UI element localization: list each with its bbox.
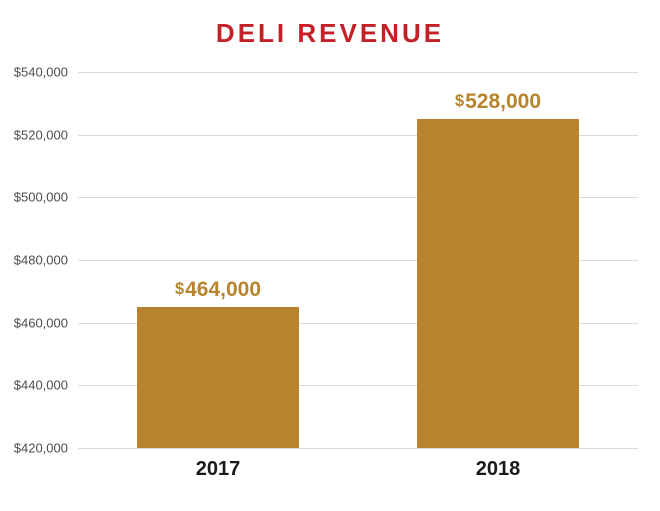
x-axis-label: 2018 [476,458,521,481]
bar [137,307,299,448]
y-axis-label: $520,000 [0,127,68,142]
grid-line [78,448,638,449]
x-axis-label: 2017 [196,458,241,481]
y-axis-label: $440,000 [0,378,68,393]
y-axis-label: $540,000 [0,65,68,80]
grid-line [78,72,638,73]
y-axis-label: $460,000 [0,315,68,330]
bar-value-label: $528,000 [455,90,541,114]
bar-value-text: 464,000 [185,278,261,301]
dollar-sign: $ [175,280,184,298]
chart-area: $420,000 $440,000 $460,000 $480,000 $500,000… [0,0,660,511]
y-axis-label: $420,000 [0,441,68,456]
bar-value-text: 528,000 [465,90,541,113]
dollar-sign: $ [455,92,464,110]
y-axis-label: $480,000 [0,253,68,268]
plot-area [78,72,638,449]
bar [417,119,579,448]
bar-value-label: $464,000 [175,278,261,302]
y-axis-label: $500,000 [0,190,68,205]
